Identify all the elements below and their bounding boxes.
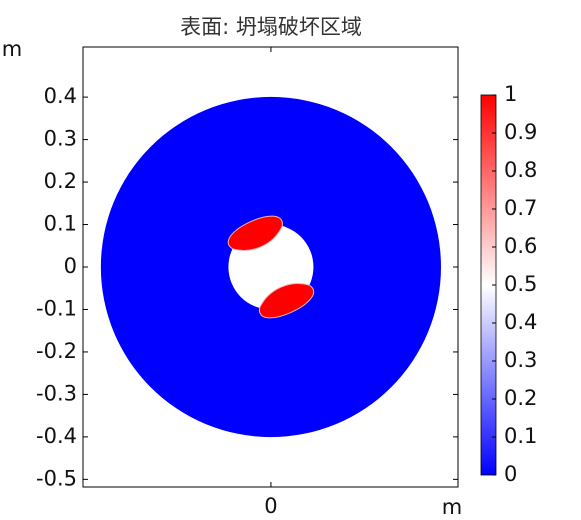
colorbar-tick-label: 0	[504, 462, 517, 486]
y-tick-label: -0.5	[36, 466, 77, 490]
colorbar-tick-label: 0.4	[504, 310, 537, 334]
y-tick-label: 0.3	[44, 127, 77, 151]
y-tick-label: 0	[64, 254, 77, 278]
colorbar-tick-label: 0.5	[504, 272, 537, 296]
y-tick-label: -0.2	[36, 339, 77, 363]
y-tick-label: 0.4	[44, 84, 77, 108]
colorbar-tick-label: 0.6	[504, 234, 537, 258]
y-tick-label: -0.1	[36, 296, 77, 320]
x-unit: m	[442, 495, 462, 519]
chart-title: 表面: 坍塌破坏区域	[180, 15, 362, 39]
colorbar-tick-label: 0.7	[504, 196, 537, 220]
x-tick-label: 0	[264, 494, 277, 518]
y-tick-label: -0.4	[36, 424, 77, 448]
colorbar-tick-label: 0.3	[504, 348, 537, 372]
y-tick-label: 0.2	[44, 169, 77, 193]
colorbar-tick-label: 0.2	[504, 386, 537, 410]
colorbar-tick-label: 0.8	[504, 158, 537, 182]
colorbar-tick-label: 0.9	[504, 120, 537, 144]
y-tick-label: 0.1	[44, 212, 77, 236]
failure-zone	[227, 215, 283, 251]
y-unit: m	[2, 37, 22, 61]
y-tick-label: -0.3	[36, 381, 77, 405]
colorbar-tick-label: 1	[504, 82, 517, 106]
colorbar-tick-label: 0.1	[504, 424, 537, 448]
failure-zone	[259, 283, 314, 319]
annulus	[100, 96, 441, 438]
